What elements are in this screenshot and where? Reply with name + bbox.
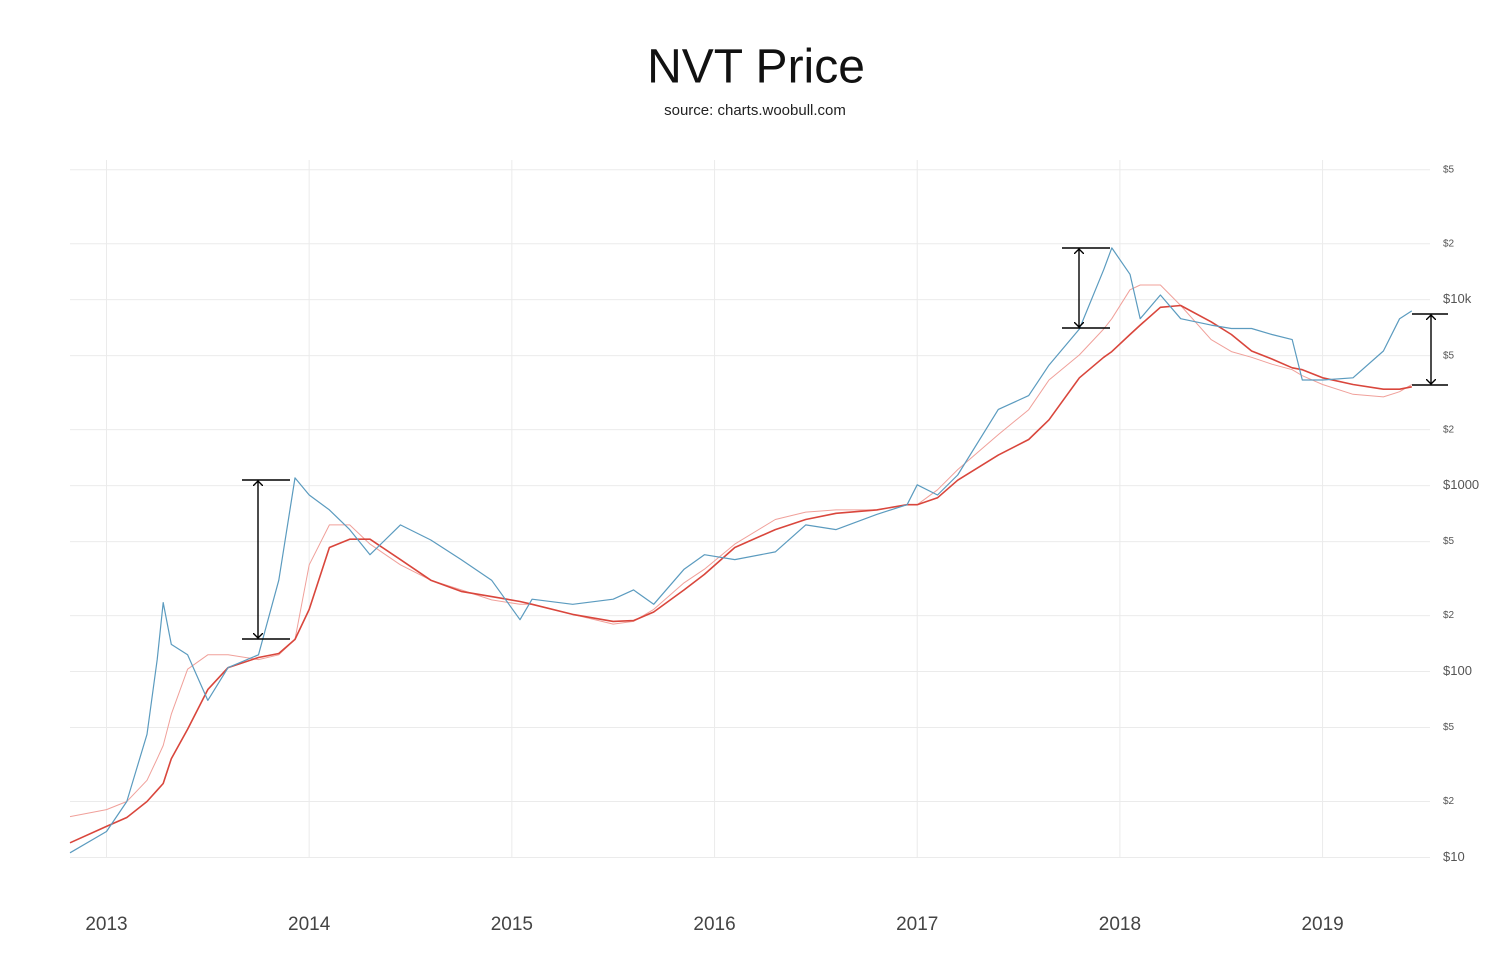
x-tick-label: 2016 [693, 914, 735, 935]
series-line [69, 304, 1412, 844]
x-tick-label: 2013 [85, 914, 127, 935]
plot-area [69, 247, 1413, 854]
y-tick-label: $5 [1443, 164, 1455, 175]
y-tick-label: $100 [1443, 663, 1472, 678]
y-tick-label: $10k [1443, 291, 1472, 306]
y-tick-label: $5 [1443, 536, 1455, 547]
x-tick-label: 2014 [288, 914, 331, 935]
chart-title: NVT Price [647, 41, 865, 94]
y-tick-label: $10 [1443, 849, 1465, 864]
y-tick-label: $2 [1443, 238, 1455, 249]
y-tick-label: $5 [1443, 350, 1455, 361]
x-tick-label: 2015 [491, 914, 533, 935]
x-tick-label: 2017 [896, 914, 938, 935]
grid [70, 160, 1430, 858]
y-tick-label: $1000 [1443, 477, 1479, 492]
annotations [242, 247, 1448, 640]
x-tick-label: 2018 [1099, 914, 1141, 935]
series-line [69, 247, 1413, 854]
y-tick-label: $5 [1443, 722, 1455, 733]
y-tick-label: $2 [1443, 610, 1455, 621]
series-line [69, 284, 1413, 818]
x-tick-label: 2019 [1301, 914, 1343, 935]
chart-subtitle: source: charts.woobull.com [664, 102, 846, 119]
y-tick-label: $2 [1443, 424, 1455, 435]
y-tick-label: $2 [1443, 796, 1455, 807]
